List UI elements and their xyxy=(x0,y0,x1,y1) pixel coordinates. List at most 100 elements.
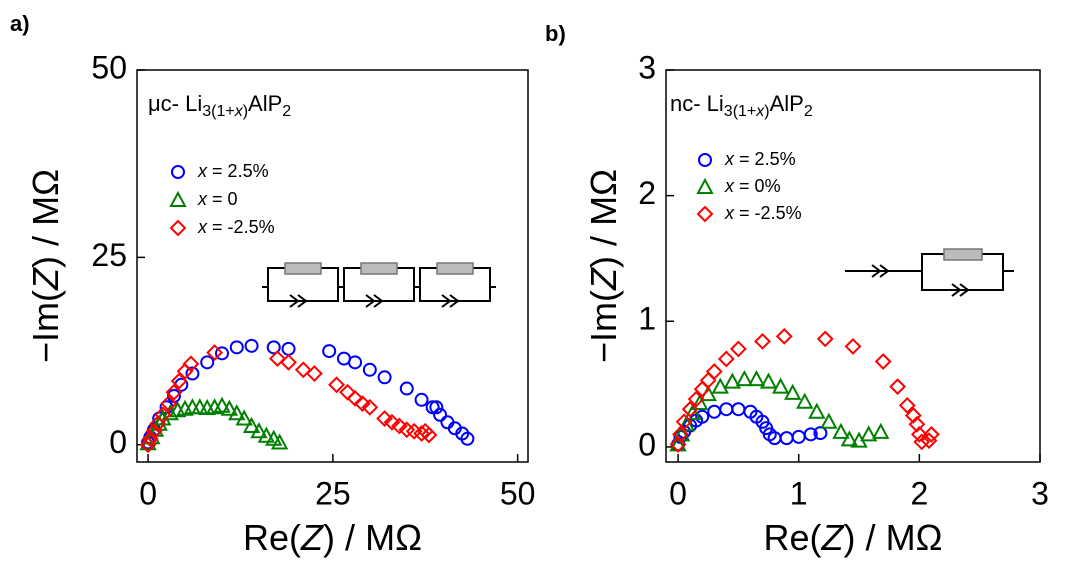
title-part: 3(1+ xyxy=(724,103,756,120)
marker xyxy=(707,404,722,419)
marker xyxy=(779,431,794,446)
panel-label: b) xyxy=(545,21,566,46)
marker xyxy=(154,406,172,424)
marker xyxy=(429,400,444,415)
marker xyxy=(681,400,699,418)
x-tick-label: 1 xyxy=(790,475,808,511)
marker xyxy=(185,366,200,381)
marker xyxy=(460,431,475,446)
marker xyxy=(840,430,859,447)
marker xyxy=(328,376,345,394)
marker xyxy=(784,383,802,400)
marker xyxy=(383,413,401,431)
y-tick-label: 2 xyxy=(638,175,656,211)
marker xyxy=(711,377,729,394)
y-tick-label: 50 xyxy=(91,49,127,85)
marker xyxy=(228,404,246,421)
marker xyxy=(723,372,742,389)
marker xyxy=(242,416,261,434)
marker xyxy=(898,397,916,414)
marker xyxy=(414,392,429,407)
x-axis-label: Re(Z) / MΩ xyxy=(243,517,422,558)
marker xyxy=(270,433,289,450)
legend-label: x = -2.5% xyxy=(197,217,275,237)
marker xyxy=(754,332,771,350)
marker xyxy=(691,393,709,410)
marker xyxy=(923,425,940,443)
plot-title: μc- Li3(1+x)AlP2 xyxy=(148,91,291,120)
marker xyxy=(860,425,878,442)
marker xyxy=(820,412,838,429)
marker xyxy=(874,353,892,370)
marker xyxy=(348,355,363,370)
legend-marker xyxy=(696,205,714,223)
marker xyxy=(803,427,818,442)
legend-label: x = 0% xyxy=(724,176,781,196)
title-part: nc- Li xyxy=(670,91,724,116)
marker xyxy=(832,422,850,439)
marker xyxy=(889,378,907,396)
marker xyxy=(910,425,928,443)
marker xyxy=(281,341,296,356)
title-part: x xyxy=(234,103,244,120)
marker xyxy=(376,410,394,427)
marker xyxy=(695,409,710,424)
circuit-a xyxy=(262,262,496,308)
title-part: ) xyxy=(243,103,248,120)
marker xyxy=(235,409,253,426)
marker xyxy=(775,327,793,345)
title-part: AlP xyxy=(248,91,282,116)
marker xyxy=(808,402,826,419)
marker xyxy=(182,355,200,373)
marker xyxy=(771,377,790,394)
marker xyxy=(165,383,183,401)
legend-marker xyxy=(171,165,185,179)
x-axis-label: Re(Z) / MΩ xyxy=(764,517,943,558)
legend-label: x = 0 xyxy=(197,189,238,209)
marker xyxy=(354,395,371,412)
marker xyxy=(206,344,224,361)
y-tick-label: 0 xyxy=(109,424,127,460)
plot-frame xyxy=(665,69,1041,463)
marker xyxy=(305,365,323,382)
x-tick-label: 2 xyxy=(910,475,928,511)
title-part: 2 xyxy=(804,103,813,120)
marker xyxy=(844,337,862,355)
marker xyxy=(294,361,312,379)
marker xyxy=(913,433,931,451)
title-part: ) xyxy=(764,103,769,120)
legend-marker xyxy=(169,190,187,207)
x-tick-label: 0 xyxy=(669,475,687,511)
title-part: x xyxy=(755,103,765,120)
circuit-b xyxy=(845,248,1014,297)
marker xyxy=(244,338,259,353)
marker xyxy=(250,422,268,439)
marker xyxy=(377,370,392,385)
title-part: AlP xyxy=(770,91,804,116)
y-axis-label: −Im(Z) / MΩ xyxy=(25,169,66,363)
y-tick-label: 25 xyxy=(91,237,127,273)
marker xyxy=(669,435,687,453)
marker xyxy=(215,346,229,361)
marker xyxy=(672,425,689,443)
marker xyxy=(213,396,231,413)
plot-title: nc- Li3(1+x)AlP2 xyxy=(670,91,813,120)
x-tick-label: 0 xyxy=(139,475,157,511)
marker xyxy=(813,426,828,441)
title-part: μc- Li xyxy=(148,91,202,116)
marker xyxy=(160,395,178,412)
marker xyxy=(719,402,734,417)
marker xyxy=(200,355,215,370)
marker xyxy=(816,330,834,348)
marker xyxy=(705,363,723,380)
marker xyxy=(280,353,297,371)
y-axis-label: −Im(Z) / MΩ xyxy=(583,169,624,363)
marker xyxy=(322,344,337,359)
legend-marker xyxy=(696,177,714,194)
marker xyxy=(908,415,926,433)
x-tick-label: 3 xyxy=(1031,475,1049,511)
marker xyxy=(717,350,735,368)
y-tick-label: 0 xyxy=(638,426,656,462)
y-tick-label: 3 xyxy=(638,49,656,85)
